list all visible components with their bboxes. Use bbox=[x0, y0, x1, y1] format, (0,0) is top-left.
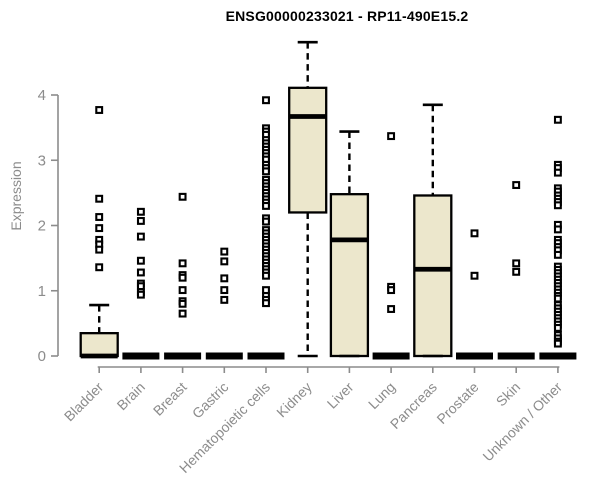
outlier-point bbox=[262, 201, 270, 210]
outlier-point bbox=[220, 247, 229, 256]
y-tick-label: 1 bbox=[38, 283, 46, 300]
outlier-point bbox=[220, 257, 229, 266]
outlier-point bbox=[387, 305, 396, 313]
y-tick-label: 2 bbox=[38, 218, 46, 235]
outlier-point bbox=[512, 259, 521, 268]
flat-box bbox=[247, 352, 285, 360]
outlier-point bbox=[95, 213, 104, 221]
y-tick-label: 4 bbox=[38, 87, 46, 104]
outlier-point bbox=[178, 309, 187, 318]
outlier-point bbox=[136, 216, 145, 225]
flat-box bbox=[122, 352, 160, 360]
outlier-point bbox=[553, 250, 562, 259]
outlier-point bbox=[553, 225, 562, 234]
outlier-point bbox=[262, 217, 270, 226]
outlier-point bbox=[95, 194, 104, 203]
x-tick-label: Lung bbox=[365, 379, 398, 412]
outlier-point bbox=[553, 201, 562, 210]
outlier-point bbox=[95, 245, 104, 254]
flat-box bbox=[539, 352, 577, 360]
flat-box bbox=[164, 352, 202, 360]
outlier-point bbox=[136, 207, 145, 216]
outlier-point bbox=[178, 192, 187, 201]
x-tick-label: Breast bbox=[150, 379, 190, 419]
outlier-point bbox=[220, 274, 229, 283]
outlier-point bbox=[178, 259, 187, 268]
outlier-point bbox=[95, 106, 104, 114]
flat-box bbox=[497, 352, 535, 360]
outlier-point bbox=[470, 271, 479, 280]
x-tick-label: Kidney bbox=[273, 379, 315, 421]
outlier-point bbox=[178, 286, 187, 295]
outlier-point bbox=[512, 267, 521, 276]
outlier-point bbox=[262, 271, 270, 280]
outlier-point bbox=[553, 339, 562, 348]
box bbox=[79, 332, 119, 358]
outlier-point bbox=[262, 167, 270, 176]
outlier-point bbox=[136, 256, 145, 265]
outlier-point bbox=[553, 168, 562, 177]
outlier-point bbox=[95, 263, 104, 272]
outlier-point bbox=[387, 286, 396, 295]
x-tick-label: Brain bbox=[114, 379, 148, 413]
outlier-point bbox=[553, 323, 562, 332]
x-tick-label: Unknown / Other bbox=[479, 379, 565, 465]
outlier-point bbox=[387, 132, 396, 141]
outlier-point bbox=[470, 229, 479, 238]
outlier-point bbox=[136, 232, 145, 241]
box bbox=[413, 194, 453, 358]
x-tick-label: Prostate bbox=[433, 379, 481, 427]
outlier-point bbox=[220, 286, 229, 295]
outlier-point bbox=[220, 295, 229, 304]
outlier-point bbox=[262, 96, 270, 105]
outlier-point bbox=[262, 299, 270, 308]
outlier-point bbox=[553, 115, 562, 124]
box bbox=[288, 86, 328, 214]
outlier-point bbox=[136, 290, 145, 299]
x-tick-label: Skin bbox=[493, 379, 524, 410]
outlier-point bbox=[136, 268, 145, 277]
outlier-point bbox=[95, 224, 104, 233]
outlier-point bbox=[512, 181, 521, 189]
y-tick-label: 0 bbox=[38, 348, 46, 365]
flat-box bbox=[205, 352, 243, 360]
x-tick-label: Bladder bbox=[61, 379, 107, 425]
flat-box bbox=[456, 352, 493, 360]
box bbox=[329, 193, 370, 358]
outlier-point bbox=[553, 294, 562, 303]
flat-box bbox=[372, 352, 410, 360]
outlier-point bbox=[178, 299, 187, 308]
y-tick-label: 3 bbox=[38, 152, 46, 169]
chart-title: ENSG00000233021 - RP11-490E15.2 bbox=[225, 8, 469, 24]
outlier-point bbox=[178, 273, 187, 282]
x-tick-label: Liver bbox=[324, 379, 357, 412]
